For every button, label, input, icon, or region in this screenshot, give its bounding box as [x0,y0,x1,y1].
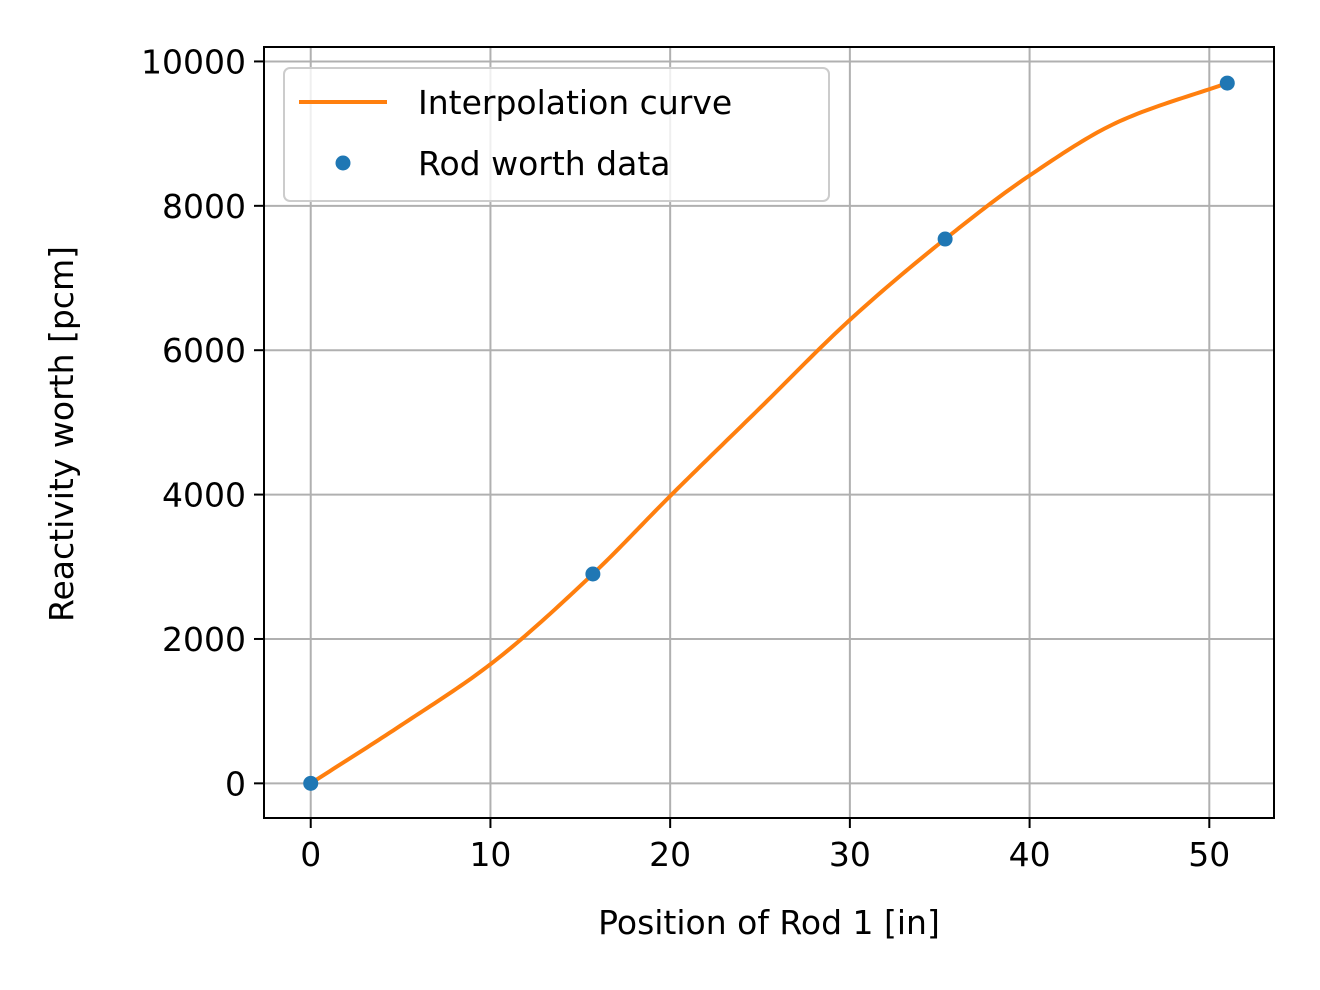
y-tick-label: 2000 [162,620,246,659]
legend-label-data: Rod worth data [418,144,671,183]
data-point [937,231,953,247]
y-tick-label: 0 [225,764,246,803]
x-tick-label: 50 [1188,835,1230,874]
y-axis-label: Reactivity worth [pcm] [42,246,81,622]
x-tick-label: 10 [469,835,511,874]
axis-ticks: 0 10 20 30 40 50 0 2000 4000 6000 8000 10000 [141,42,1230,874]
x-axis-label: Position of Rod 1 [in] [598,903,940,942]
y-tick-label: 6000 [162,331,246,370]
legend: Interpolation curve Rod worth data [283,67,830,202]
plot-frame [263,46,1275,819]
y-tick-label: 10000 [141,42,246,81]
x-tick-label: 0 [300,835,321,874]
y-tick-label: 4000 [162,476,246,515]
plot-series [303,75,1235,791]
x-tick-label: 40 [1009,835,1051,874]
x-tick-label: 30 [829,835,871,874]
y-tick-label: 8000 [162,187,246,226]
legend-marker-swatch [335,155,351,171]
interpolation-curve [309,81,1228,786]
legend-box [283,67,830,202]
x-tick-label: 20 [649,835,691,874]
data-point [585,566,601,582]
legend-label-interpolation: Interpolation curve [418,83,732,122]
data-point [1219,75,1235,91]
data-point [303,775,319,791]
